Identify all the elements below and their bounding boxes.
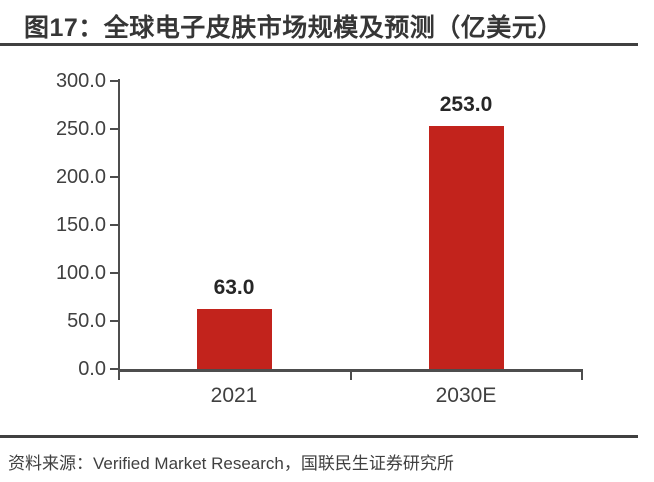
x-category-label: 2030E bbox=[435, 384, 497, 407]
y-tick-mark bbox=[110, 320, 118, 322]
y-tick-label: 250.0 bbox=[55, 118, 106, 140]
y-tick-label: 300.0 bbox=[55, 70, 106, 92]
bar-2021 bbox=[196, 309, 272, 369]
source-note: 资料来源：Verified Market Research，国联民生证券研究所 bbox=[8, 454, 454, 473]
y-tick-mark bbox=[110, 128, 118, 130]
x-axis-line bbox=[118, 369, 583, 372]
y-tick-mark bbox=[110, 368, 118, 370]
x-category-label: 2021 bbox=[210, 384, 258, 407]
y-tick-mark bbox=[110, 224, 118, 226]
bar-value-label: 253.0 bbox=[439, 93, 493, 116]
y-tick-label: 100.0 bbox=[55, 262, 106, 284]
bar-value-label: 63.0 bbox=[213, 276, 255, 299]
x-tick-mark bbox=[349, 372, 352, 380]
title-underline bbox=[0, 43, 638, 46]
figure-title: 图17：全球电子皮肤市场规模及预测（亿美元） bbox=[24, 14, 563, 42]
y-tick-mark bbox=[110, 272, 118, 274]
bar-2030E bbox=[428, 126, 504, 369]
footer-divider bbox=[0, 435, 638, 438]
y-axis-line bbox=[118, 79, 120, 371]
x-tick-mark bbox=[118, 372, 120, 380]
y-tick-label: 200.0 bbox=[55, 166, 106, 188]
y-tick-mark bbox=[110, 176, 118, 178]
y-tick-label: 150.0 bbox=[55, 214, 106, 236]
y-tick-label: 50.0 bbox=[67, 310, 106, 332]
y-tick-mark bbox=[110, 80, 118, 82]
y-tick-label: 0.0 bbox=[78, 358, 106, 380]
bar-chart: 0.0 50.0 100.0 150.0 200.0 250.0 300.0 63.0 2021… bbox=[0, 48, 654, 418]
x-tick-mark bbox=[581, 372, 583, 380]
